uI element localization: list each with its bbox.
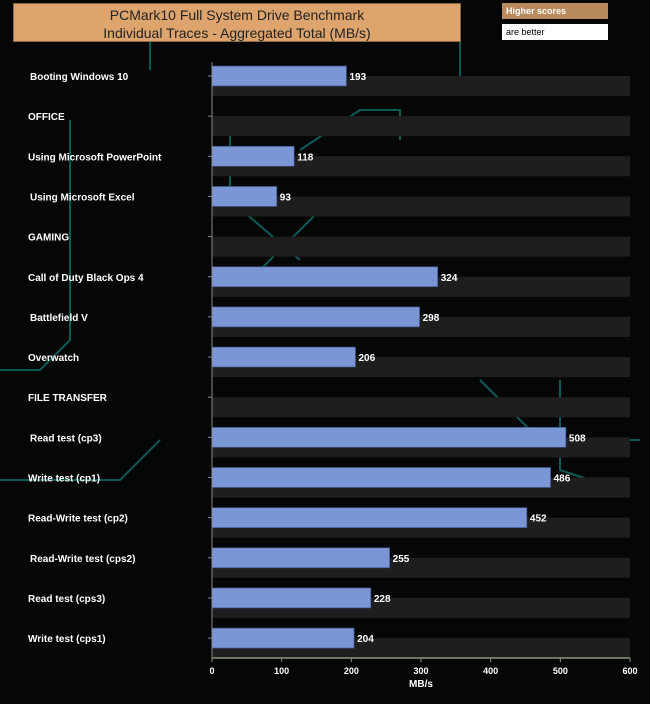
category-label: GAMING [28, 233, 69, 244]
chart-subtitle: Individual Traces - Aggregated Total (MB… [103, 25, 371, 41]
x-tick-label: 100 [274, 666, 289, 676]
category-label: Write test (cp1) [28, 474, 100, 485]
data-label: 486 [554, 474, 571, 485]
x-axis-label: MB/s [409, 679, 433, 690]
category-label: Read-Write test (cp2) [28, 514, 128, 525]
data-label: 206 [359, 353, 376, 364]
data-label: 204 [357, 634, 374, 645]
circuit-trace [0, 439, 161, 481]
data-label: 118 [297, 152, 314, 163]
bar [211, 145, 295, 167]
row-stripe [212, 196, 630, 217]
category-label: FILE TRANSFER [28, 393, 108, 404]
data-label: 93 [280, 192, 292, 203]
x-tick-label: 200 [344, 666, 359, 676]
row-stripe [212, 397, 630, 418]
data-label: 193 [349, 72, 366, 83]
row-stripe [212, 116, 630, 137]
legend-are-better: are better [502, 24, 608, 40]
circuit-trace [0, 120, 71, 371]
x-tick-label: 300 [413, 666, 428, 676]
category-label: Using Microsoft PowerPoint [28, 152, 162, 163]
row-stripe [212, 236, 630, 257]
data-label: 324 [441, 273, 458, 284]
category-label: Battlefield V [30, 313, 88, 324]
row-stripe [212, 156, 630, 177]
bar [211, 186, 278, 207]
category-label: OFFICE [28, 112, 65, 123]
chart-title: PCMark10 Full System Drive Benchmark [109, 7, 365, 23]
category-label: Read-Write test (cps2) [30, 554, 135, 565]
category-label: Call of Duty Black Ops 4 [28, 273, 144, 284]
bar [211, 627, 355, 649]
bar [211, 65, 347, 87]
category-label: Read test (cps3) [28, 594, 105, 605]
data-label: 228 [374, 594, 391, 605]
category-label: Write test (cps1) [28, 634, 106, 645]
data-label: 255 [393, 554, 410, 565]
bar [211, 346, 356, 368]
bar [211, 587, 372, 609]
bar [211, 467, 551, 488]
bar [211, 427, 567, 448]
x-tick-label: 400 [483, 666, 498, 676]
chart-title-box: PCMark10 Full System Drive Benchmark Ind… [13, 3, 461, 42]
data-label: 452 [530, 514, 547, 525]
x-tick-label: 0 [209, 666, 214, 676]
category-label: Read test (cp3) [30, 433, 102, 444]
data-label: 298 [423, 313, 440, 324]
x-tick-label: 600 [622, 666, 637, 676]
category-label: Using Microsoft Excel [30, 192, 135, 203]
bar [211, 547, 390, 569]
category-label: Overwatch [28, 353, 79, 364]
category-label: Booting Windows 10 [30, 72, 129, 83]
legend-higher-scores: Higher scores [502, 3, 608, 19]
bar [211, 306, 420, 328]
bar [211, 507, 528, 528]
data-label: 508 [569, 433, 586, 444]
x-tick-label: 500 [553, 666, 568, 676]
bar [211, 266, 439, 288]
